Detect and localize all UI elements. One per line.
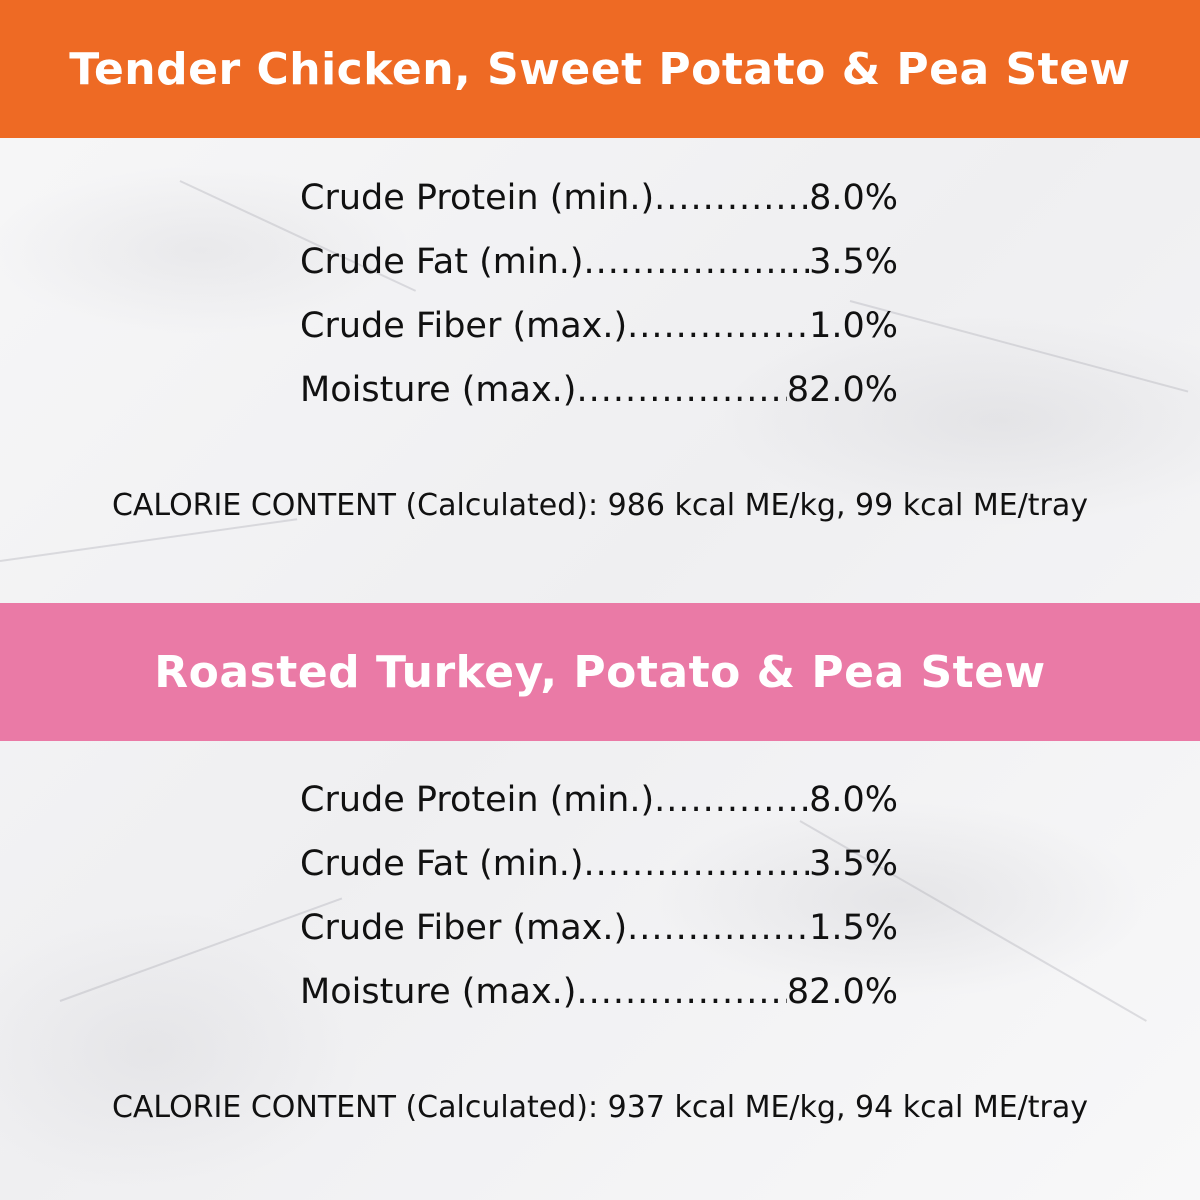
section-1-header: Tender Chicken, Sweet Potato & Pea Stew	[0, 0, 1200, 138]
nutrient-label: Crude Fat (min.)	[300, 242, 584, 282]
marble-vein	[0, 518, 298, 562]
marble-vein	[849, 300, 1189, 393]
nutrient-value: 1.5%	[809, 908, 898, 948]
section-2-header: Roasted Turkey, Potato & Pea Stew	[0, 603, 1200, 741]
nutrient-row: Crude Fiber (max.) 1.0%	[300, 306, 898, 370]
dot-leader	[584, 844, 810, 884]
dot-leader	[584, 242, 810, 282]
nutrient-value: 82.0%	[786, 370, 898, 410]
dot-leader	[627, 908, 809, 948]
section-2-nutrients: Crude Protein (min.) 8.0% Crude Fat (min.…	[300, 780, 898, 1036]
nutrient-row: Crude Protein (min.) 8.0%	[300, 178, 898, 242]
nutrient-value: 1.0%	[809, 306, 898, 346]
nutrient-value: 8.0%	[809, 780, 898, 820]
dot-leader	[576, 370, 786, 410]
section-1-title: Tender Chicken, Sweet Potato & Pea Stew	[69, 43, 1131, 95]
nutrient-value: 3.5%	[809, 242, 898, 282]
dot-leader	[654, 178, 809, 218]
nutrient-value: 8.0%	[809, 178, 898, 218]
nutrient-value: 82.0%	[786, 972, 898, 1012]
section-2-title: Roasted Turkey, Potato & Pea Stew	[154, 646, 1046, 698]
nutrient-row: Crude Fat (min.) 3.5%	[300, 844, 898, 908]
dot-leader	[627, 306, 809, 346]
nutrient-label: Moisture (max.)	[300, 370, 577, 410]
nutrient-label: Moisture (max.)	[300, 972, 577, 1012]
nutrient-label: Crude Fiber (max.)	[300, 306, 628, 346]
nutrient-label: Crude Protein (min.)	[300, 780, 655, 820]
nutrient-row: Moisture (max.) 82.0%	[300, 972, 898, 1036]
nutrient-row: Crude Fiber (max.) 1.5%	[300, 908, 898, 972]
dot-leader	[654, 780, 809, 820]
nutrient-label: Crude Protein (min.)	[300, 178, 655, 218]
nutrient-row: Crude Protein (min.) 8.0%	[300, 780, 898, 844]
dot-leader	[576, 972, 786, 1012]
nutrient-row: Moisture (max.) 82.0%	[300, 370, 898, 434]
section-2-calorie-content: CALORIE CONTENT (Calculated): 937 kcal M…	[111, 1090, 1089, 1125]
nutrient-row: Crude Fat (min.) 3.5%	[300, 242, 898, 306]
nutrient-value: 3.5%	[809, 844, 898, 884]
section-1-nutrients: Crude Protein (min.) 8.0% Crude Fat (min.…	[300, 178, 898, 434]
section-1-calorie-content: CALORIE CONTENT (Calculated): 986 kcal M…	[111, 488, 1089, 523]
nutrient-label: Crude Fat (min.)	[300, 844, 584, 884]
nutrient-label: Crude Fiber (max.)	[300, 908, 628, 948]
